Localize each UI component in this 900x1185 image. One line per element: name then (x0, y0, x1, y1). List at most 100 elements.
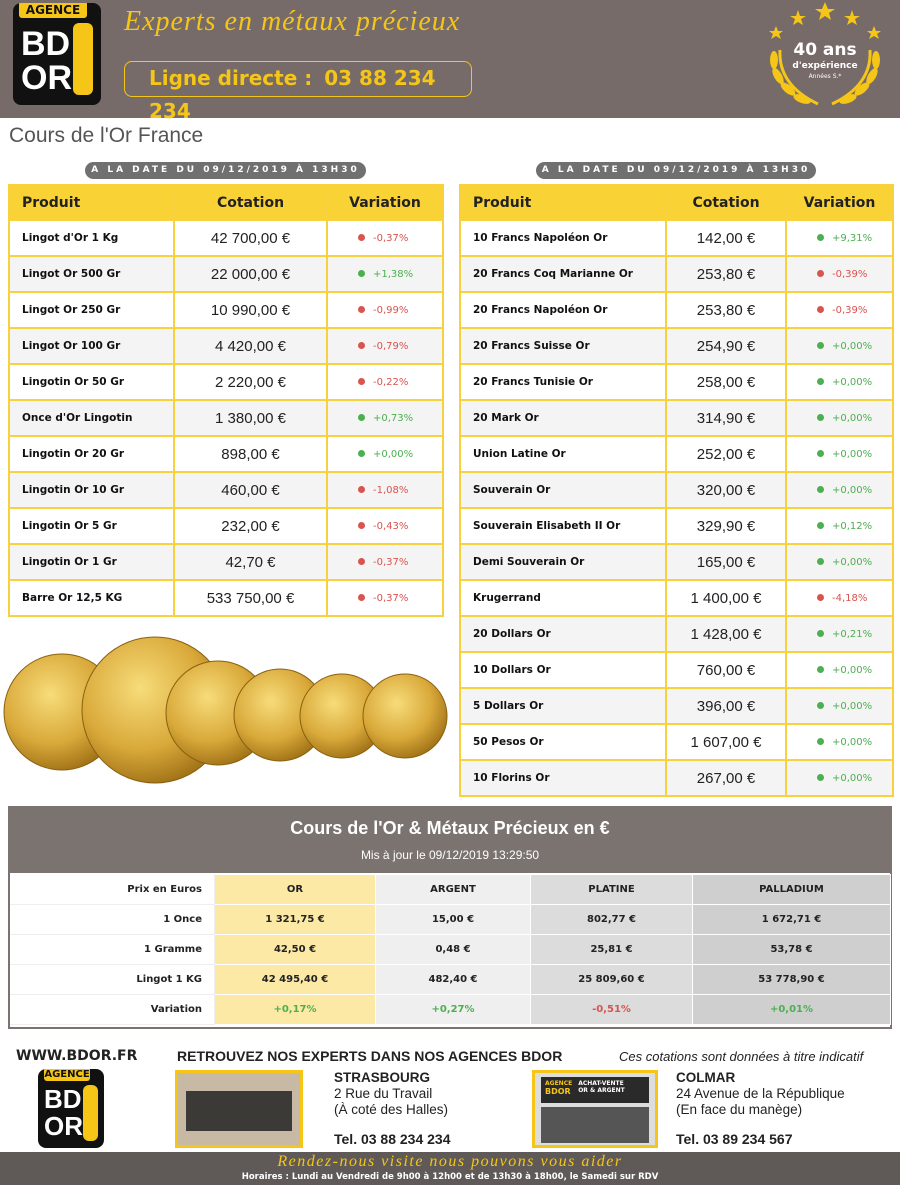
variation-cell: +9,31% (785, 219, 894, 257)
variation-cell: +0,00% (785, 327, 894, 365)
trend-dot (817, 701, 824, 709)
metal-price: +0,27% (375, 994, 531, 1025)
agency-city: STRASBOURG (334, 1070, 431, 1085)
variation: +0,00% (832, 340, 873, 352)
product: Lingot Or 500 Gr (8, 255, 175, 293)
product: 20 Francs Suisse Or (459, 327, 667, 365)
variation: +9,31% (832, 232, 873, 244)
price: 898,00 € (173, 435, 328, 473)
product: Lingot Or 100 Gr (8, 327, 175, 365)
column-header: Prix en Euros (10, 874, 215, 905)
badge-small: Années S.* (808, 73, 842, 80)
price: 760,00 € (665, 651, 787, 689)
phone-box[interactable]: Ligne directe :03 88 234 234 (124, 61, 472, 123)
trend-dot (358, 485, 365, 493)
table-row: Lingotin Or 5 Gr 232,00 € -0,43% (8, 507, 444, 545)
table-row: Lingot 1 KG 42 495,40 €482,40 €25 809,60 … (10, 964, 891, 995)
sign-text: ACHAT-VENTE (578, 1080, 624, 1087)
variation: -1,08% (373, 484, 409, 496)
price: 533 750,00 € (173, 579, 328, 617)
logo: AGENCE BD OR (38, 1069, 104, 1148)
trend-dot (358, 377, 365, 385)
website[interactable]: WWW.BDOR.FR (16, 1048, 138, 1064)
variation: +0,00% (832, 412, 873, 424)
agency: COLMAR 24 Avenue de la République (En face… (676, 1070, 896, 1147)
table-row: Lingotin Or 1 Gr 42,70 € -0,37% (8, 543, 444, 581)
shop-photo (175, 1070, 303, 1148)
metals-header: Cours de l'Or & Métaux Précieux en € Mis… (10, 808, 890, 873)
variation-cell: +0,21% (785, 615, 894, 653)
date-pill: A LA DATE DU 09/12/2019 À 13H30 (85, 162, 366, 179)
product: 10 Dollars Or (459, 651, 667, 689)
sign-text: AGENCE (545, 1080, 573, 1087)
variation: +0,00% (832, 556, 873, 568)
variation-cell: -0,39% (785, 255, 894, 293)
row-label: 1 Gramme (10, 934, 215, 965)
row-label: Variation (10, 994, 215, 1025)
phone-label: Ligne directe : (149, 66, 313, 90)
trend-dot (817, 377, 824, 385)
price: 2 220,00 € (173, 363, 328, 401)
variation-cell: -0,37% (326, 543, 444, 581)
metal-price: 0,48 € (375, 934, 531, 965)
column-header: Variation (785, 184, 894, 221)
variation: -0,99% (373, 304, 409, 316)
header-row: Produit Cotation Variation (459, 184, 894, 221)
product: Union Latine Or (459, 435, 667, 473)
shop-photo: AGENCE BDOR ACHAT-VENTE OR & ARGENT (532, 1070, 658, 1148)
table-row: 10 Francs Napoléon Or 142,00 € +9,31% (459, 219, 894, 257)
metal-price: 53,78 € (692, 934, 891, 965)
variation-cell: -1,08% (326, 471, 444, 509)
table-row: Krugerrand 1 400,00 € -4,18% (459, 579, 894, 617)
variation-cell: +0,00% (785, 399, 894, 437)
table-row: Lingotin Or 10 Gr 460,00 € -1,08% (8, 471, 444, 509)
trend-dot (358, 557, 365, 565)
slogan: Rendez-nous visite nous pouvons vous aid… (277, 1153, 623, 1170)
product: 20 Francs Tunisie Or (459, 363, 667, 401)
sign-text: OR & ARGENT (578, 1087, 625, 1094)
trend-dot (817, 593, 824, 601)
price-table: Produit Cotation Variation 10 Francs Napolé… (459, 184, 894, 797)
price: 314,90 € (665, 399, 787, 437)
table-row: 10 Florins Or 267,00 € +0,00% (459, 759, 894, 797)
column-header: Cotation (173, 184, 328, 221)
table-row: Lingot Or 250 Gr 10 990,00 € -0,99% (8, 291, 444, 329)
table-row: Lingot d'Or 1 Kg 42 700,00 € -0,37% (8, 219, 444, 257)
variation: -0,37% (373, 556, 409, 568)
metal-price: +0,17% (214, 994, 376, 1025)
metal-price: +0,01% (692, 994, 891, 1025)
table-row: 10 Dollars Or 760,00 € +0,00% (459, 651, 894, 689)
variation: +0,73% (373, 412, 414, 424)
metals-subtitle: Mis à jour le 09/12/2019 13:29:50 (360, 848, 540, 862)
variation-cell: -0,37% (326, 219, 444, 257)
trend-dot (817, 449, 824, 457)
variation-cell: -0,39% (785, 291, 894, 329)
metal-price: 42,50 € (214, 934, 376, 965)
price: 460,00 € (173, 471, 328, 509)
agency-city: COLMAR (676, 1070, 736, 1085)
variation: +0,00% (832, 484, 873, 496)
logo-line: OR (21, 59, 72, 97)
table-row: 20 Mark Or 314,90 € +0,00% (459, 399, 894, 437)
variation-cell: +0,00% (326, 435, 444, 473)
agency-phone[interactable]: Tel. 03 89 234 567 (676, 1131, 793, 1147)
badge: 40 ans d'expérience Années S.* (760, 0, 890, 112)
tagline: Experts en métaux précieux (124, 6, 461, 37)
table-row: Lingotin Or 50 Gr 2 220,00 € -0,22% (8, 363, 444, 401)
agency-phone[interactable]: Tel. 03 88 234 234 (334, 1131, 451, 1147)
column-header: PALLADIUM (692, 874, 891, 905)
variation-cell: -4,18% (785, 579, 894, 617)
table-row: 20 Francs Coq Marianne Or 253,80 € -0,39% (459, 255, 894, 293)
badge-years: 40 ans (793, 40, 857, 60)
price: 42,70 € (173, 543, 328, 581)
variation: +0,00% (832, 664, 873, 676)
price: 142,00 € (665, 219, 787, 257)
trend-dot (817, 521, 824, 529)
logo-bar (73, 23, 93, 95)
variation: +0,12% (832, 520, 873, 532)
variation: +0,00% (832, 772, 873, 784)
product: 10 Florins Or (459, 759, 667, 797)
column-header: PLATINE (530, 874, 693, 905)
price: 4 420,00 € (173, 327, 328, 365)
table-row: 20 Francs Tunisie Or 258,00 € +0,00% (459, 363, 894, 401)
